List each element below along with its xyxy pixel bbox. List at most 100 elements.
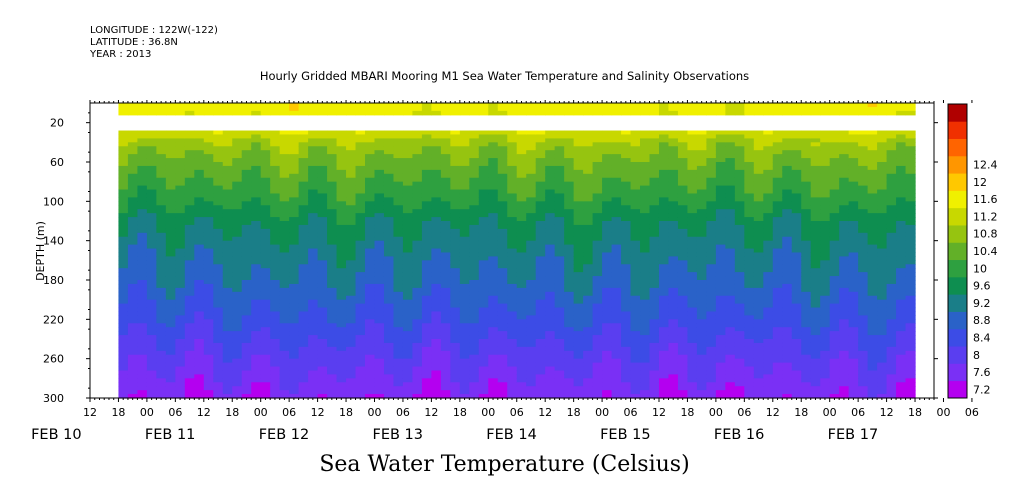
heatmap-cell <box>251 378 262 383</box>
heatmap-cell <box>725 205 736 210</box>
heatmap-cell <box>298 130 309 136</box>
heatmap-cell <box>469 268 480 273</box>
heatmap-cell <box>412 268 423 273</box>
heatmap-cell <box>365 386 376 391</box>
heatmap-cell <box>213 138 224 143</box>
heatmap-cell <box>545 209 556 214</box>
heatmap-cell <box>279 228 290 234</box>
heatmap-cell <box>516 280 527 285</box>
heatmap-cell <box>412 342 423 348</box>
heatmap-cell <box>488 342 499 348</box>
heatmap-cell <box>658 213 670 218</box>
heatmap-cell <box>630 130 641 136</box>
heatmap-cell <box>753 138 764 143</box>
heatmap-cell <box>365 260 376 265</box>
heatmap-cell <box>706 189 717 195</box>
heatmap-cell <box>241 228 252 234</box>
heatmap-cell <box>640 390 651 395</box>
heatmap-cell <box>156 228 167 234</box>
heatmap-cell <box>346 327 357 332</box>
heatmap-cell <box>687 228 698 234</box>
heatmap-cell <box>478 311 489 316</box>
heatmap-cell <box>270 142 281 147</box>
heatmap-cell <box>241 342 252 348</box>
heatmap-cell <box>213 205 224 210</box>
heatmap-cell <box>374 394 385 399</box>
heatmap-cell <box>213 307 224 313</box>
heatmap-cell <box>298 346 309 352</box>
heatmap-cell <box>478 339 489 344</box>
heatmap-cell <box>260 217 271 222</box>
heatmap-cell <box>497 110 508 116</box>
heatmap-cell <box>194 295 205 301</box>
heatmap-cell <box>251 162 262 167</box>
heatmap-cell <box>763 103 774 108</box>
heatmap-cell <box>545 177 556 183</box>
heatmap-cell <box>374 268 385 273</box>
heatmap-cell <box>165 138 176 143</box>
heatmap-cell <box>677 303 689 309</box>
heatmap-cell <box>640 240 651 246</box>
heatmap-cell <box>744 185 755 191</box>
heatmap-cell <box>602 165 613 171</box>
heatmap-cell <box>383 244 395 250</box>
heatmap-cell <box>327 280 338 285</box>
heatmap-cell <box>677 205 689 210</box>
heatmap-cell <box>554 236 565 242</box>
heatmap-cell <box>421 323 432 328</box>
heatmap-cell <box>649 315 660 320</box>
heatmap-cell <box>431 390 442 395</box>
heatmap-cell <box>535 350 546 356</box>
heatmap-cell <box>431 339 442 344</box>
heatmap-cell <box>573 228 584 234</box>
heatmap-cell <box>393 354 404 360</box>
heatmap-cell <box>687 366 698 372</box>
heatmap-cell <box>744 228 755 234</box>
heatmap-cell <box>327 319 338 324</box>
heatmap-cell <box>194 228 205 234</box>
heatmap-cell <box>184 236 195 242</box>
heatmap-cell <box>308 130 319 136</box>
heatmap-cell <box>308 228 319 234</box>
heatmap-cell <box>184 323 195 328</box>
heatmap-cell <box>545 260 556 265</box>
heatmap-cell <box>156 319 167 324</box>
heatmap-cell <box>184 106 195 112</box>
heatmap-cell <box>402 221 414 226</box>
heatmap-cell <box>630 339 641 344</box>
heatmap-cell <box>270 130 281 136</box>
heatmap-cell <box>146 197 157 202</box>
heatmap-cell <box>640 150 651 155</box>
heatmap-cell <box>602 154 613 159</box>
heatmap-cell <box>194 374 205 379</box>
heatmap-cell <box>564 260 575 265</box>
heatmap-cell <box>621 205 632 210</box>
heatmap-cell <box>175 146 186 151</box>
heatmap-cell <box>365 134 376 139</box>
heatmap-cell <box>118 185 129 191</box>
heatmap-cell <box>203 252 214 257</box>
heatmap-cell <box>535 358 546 364</box>
heatmap-cell <box>346 236 357 242</box>
heatmap-cell <box>222 232 233 238</box>
heatmap-cell <box>725 169 736 175</box>
heatmap-cell <box>734 224 745 230</box>
heatmap-cell <box>488 228 499 234</box>
heatmap-cell <box>222 311 233 316</box>
heatmap-cell <box>355 354 366 360</box>
heatmap-cell <box>488 327 499 332</box>
heatmap-cell <box>175 299 186 305</box>
heatmap-cell <box>127 386 139 391</box>
heatmap-cell <box>658 346 670 352</box>
heatmap-cell <box>630 311 641 316</box>
heatmap-cell <box>763 169 774 175</box>
heatmap-cell <box>677 272 689 277</box>
heatmap-cell <box>175 244 186 250</box>
heatmap-cell <box>232 366 243 372</box>
heatmap-cell <box>165 354 176 360</box>
heatmap-cell <box>346 213 357 218</box>
heatmap-cell <box>507 382 518 387</box>
heatmap-cell <box>251 138 262 143</box>
heatmap-cell <box>346 323 357 328</box>
heatmap-cell <box>459 327 470 332</box>
